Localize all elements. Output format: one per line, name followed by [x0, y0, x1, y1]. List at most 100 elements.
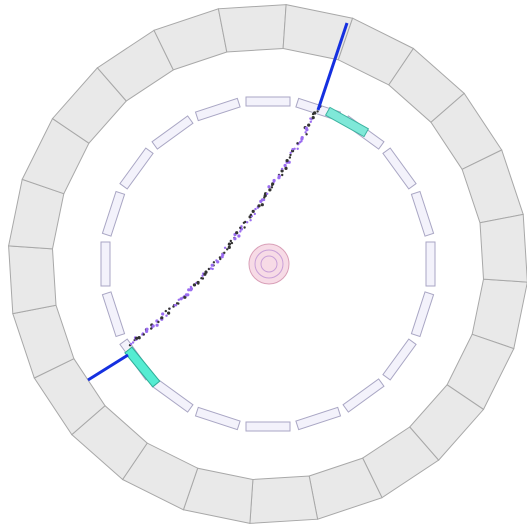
track-hit	[152, 324, 155, 327]
track-hit	[310, 121, 312, 123]
track-hit	[165, 310, 167, 312]
inner-segment	[426, 242, 435, 286]
track-hit	[254, 208, 256, 210]
track-hit	[254, 213, 256, 215]
inner-segment	[102, 191, 124, 236]
inner-segment	[411, 292, 433, 337]
track-hit	[233, 237, 236, 240]
inner-segment	[195, 98, 240, 120]
track-hit	[161, 312, 164, 315]
track-hit	[176, 302, 178, 304]
inner-segment	[102, 292, 124, 337]
inner-segment	[195, 407, 240, 429]
track-hit	[252, 210, 255, 213]
outer-segment	[480, 214, 527, 282]
track-hit	[226, 248, 228, 250]
track-hit	[157, 321, 159, 323]
track-hit	[215, 259, 217, 261]
track-hit	[211, 264, 214, 267]
track-hit	[284, 167, 287, 170]
track-hit	[150, 327, 152, 329]
track-hit	[278, 175, 281, 178]
track-hit	[305, 127, 308, 130]
track-hit	[230, 240, 232, 242]
track-hit	[212, 268, 214, 270]
hit-segment	[326, 107, 369, 136]
track-hit	[246, 221, 248, 223]
track-hit	[243, 226, 245, 228]
track-extension	[88, 355, 128, 380]
track-hit	[213, 261, 215, 263]
track-hit	[160, 316, 163, 319]
track-hit	[281, 174, 283, 176]
inner-segment	[383, 339, 416, 380]
track-hit	[130, 343, 132, 345]
track-hit	[208, 268, 210, 270]
track-hit	[266, 193, 268, 195]
inner-segment	[246, 422, 290, 431]
track-hit	[257, 204, 260, 207]
outer-segment	[218, 5, 286, 52]
outer-segment	[9, 246, 56, 314]
track-hit	[237, 234, 240, 237]
page: (() => { const NS = 'http://www.w3.org/2…	[0, 0, 527, 530]
event-display	[0, 0, 527, 530]
inner-segment	[383, 148, 416, 189]
track-hit	[284, 164, 287, 167]
track-hit	[168, 308, 170, 310]
track-hit	[301, 136, 304, 139]
inner-segment	[246, 97, 290, 106]
inner-segment	[411, 191, 433, 236]
track-hit	[307, 124, 310, 127]
vertex-detector	[249, 244, 289, 284]
track-hit	[297, 148, 299, 150]
track-hit	[156, 324, 159, 327]
track-hit	[240, 225, 242, 227]
inner-segment	[120, 148, 153, 189]
track-hit	[228, 246, 231, 249]
inner-segment	[152, 116, 193, 149]
track-hit	[296, 142, 298, 144]
track-hit	[267, 185, 270, 188]
track-hit	[202, 277, 204, 279]
track-hit	[268, 188, 271, 191]
track-hit	[289, 156, 291, 158]
track-hit	[316, 110, 318, 112]
outer-segment	[250, 476, 318, 523]
inner-segment	[296, 407, 341, 429]
track-hit	[228, 243, 231, 246]
track-hit	[250, 214, 252, 216]
track-hit	[271, 186, 273, 188]
track-hit	[261, 198, 264, 201]
track-hit	[281, 168, 283, 170]
track-hit	[314, 112, 316, 114]
track-hit	[204, 271, 207, 274]
track-hit	[231, 242, 233, 244]
track-hit	[309, 117, 311, 119]
track-hit	[224, 247, 226, 249]
track-hit	[143, 333, 145, 335]
track-hit	[201, 275, 203, 277]
track-hit	[235, 231, 238, 234]
hit-segment	[125, 347, 160, 387]
inner-segment	[152, 379, 193, 412]
track-hit	[223, 252, 225, 254]
track-hit	[293, 148, 295, 150]
track-hit	[167, 312, 170, 315]
inner-segment	[343, 379, 384, 412]
track-hit	[186, 293, 189, 296]
track-hit	[291, 148, 293, 150]
track-hit	[305, 133, 307, 135]
track-hit	[145, 328, 148, 331]
inner-segment	[101, 242, 110, 286]
track-hit	[132, 341, 134, 343]
track-hit	[197, 281, 200, 284]
track-hit	[193, 284, 195, 286]
track-hit	[190, 286, 192, 288]
track-hit	[249, 219, 251, 221]
track-hit	[165, 315, 167, 317]
track-hit	[289, 154, 291, 156]
track-hit	[286, 159, 289, 162]
track-hit	[261, 203, 264, 206]
track-hit	[312, 116, 315, 119]
